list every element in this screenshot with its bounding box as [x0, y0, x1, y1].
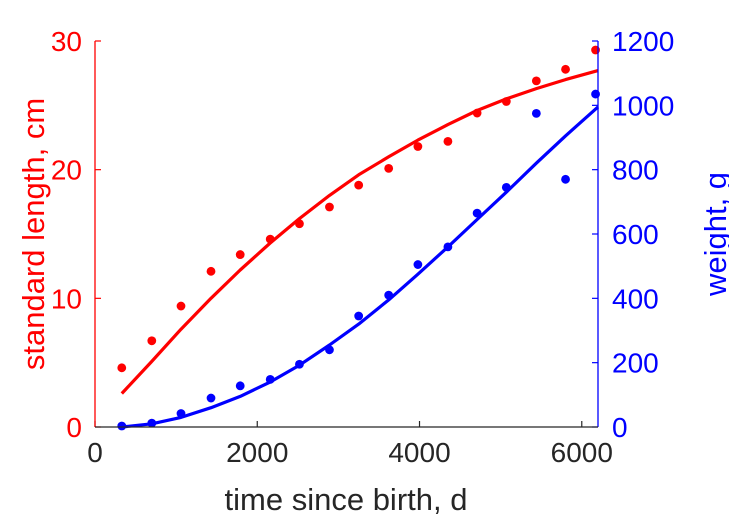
length-data-point [325, 202, 334, 212]
weight-data-point [354, 311, 364, 321]
length-data-point [354, 180, 364, 190]
y-right-tick-label: 0 [612, 412, 628, 443]
x-axis-label: time since birth, d [225, 482, 468, 517]
length-data-point [117, 363, 127, 373]
x-tick-label: 0 [87, 437, 103, 468]
x-tick-label: 6000 [551, 437, 613, 468]
length-fit-curve [120, 69, 599, 395]
weight-data-point [472, 208, 482, 218]
y-right-tick-label: 1000 [612, 90, 674, 121]
y-right-tick-label: 800 [612, 155, 659, 186]
length-data-point [295, 219, 304, 229]
length-data-point [561, 64, 570, 74]
y-left-tick-label: 30 [51, 26, 82, 57]
y-left-tick-label: 10 [51, 283, 82, 314]
y-right-tick-label: 400 [612, 283, 659, 314]
weight-data-point [501, 182, 511, 192]
weight-data-point [325, 345, 334, 355]
length-data-point [265, 234, 275, 244]
weight-data-point [443, 242, 453, 252]
weight-data-point [117, 421, 127, 431]
length-data-point [176, 301, 186, 311]
weight-fit-curve [121, 105, 600, 429]
y-right-tick-label: 600 [612, 219, 659, 250]
weight-data-point [295, 359, 304, 369]
weight-data-point [206, 393, 216, 403]
weight-data-point [147, 418, 157, 428]
length-data-point [235, 250, 245, 259]
length-data-point [472, 108, 482, 118]
y-right-tick-label: 200 [612, 348, 659, 379]
x-tick-label: 2000 [226, 437, 288, 468]
y-left-tick-label: 20 [51, 155, 82, 186]
length-data-point [413, 142, 423, 151]
y-axis-label-left: standard length, cm [16, 98, 51, 370]
length-data-point [147, 336, 157, 346]
weight-data-point [384, 290, 394, 300]
weight-data-point [176, 409, 186, 418]
y-axis-label-right: weight, g [698, 172, 729, 297]
y-right-tick-label: 1200 [612, 26, 674, 57]
length-data-point [501, 97, 511, 106]
length-data-point [531, 76, 541, 86]
x-tick-label: 4000 [388, 437, 450, 468]
length-data-point [443, 136, 453, 146]
length-data-point [206, 266, 216, 276]
weight-data-point [561, 174, 570, 184]
weight-data-point [413, 260, 423, 269]
weight-data-point [265, 374, 275, 384]
y-left-tick-label: 0 [66, 412, 82, 443]
weight-data-point [235, 381, 245, 391]
weight-data-point [531, 108, 541, 118]
length-data-point [384, 163, 394, 173]
